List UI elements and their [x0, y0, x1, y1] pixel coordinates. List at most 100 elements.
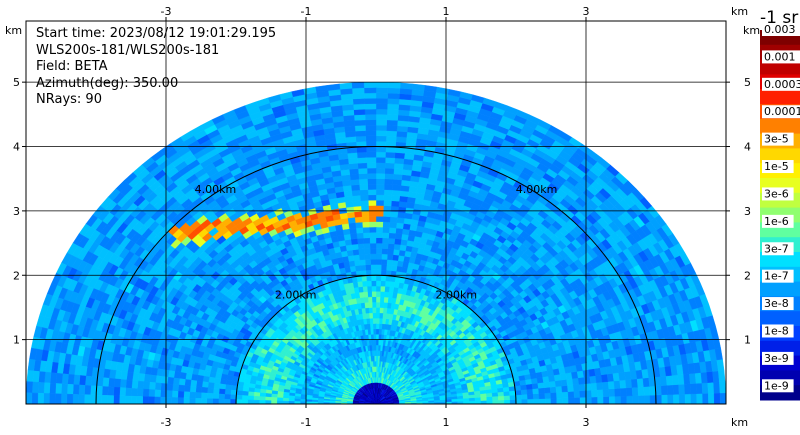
- radar-cell: [365, 275, 372, 282]
- radar-cell: [396, 217, 405, 224]
- radar-cell: [683, 373, 691, 385]
- radar-cell: [391, 189, 401, 197]
- radar-cell: [375, 323, 380, 330]
- radar-cell: [684, 393, 692, 404]
- radar-cell: [350, 179, 360, 186]
- radar-cell: [375, 140, 387, 147]
- radar-cell: [358, 173, 368, 180]
- radar-cell: [372, 323, 377, 330]
- radar-cell: [375, 97, 388, 105]
- radar-cell: [367, 183, 377, 190]
- radar-cell: [387, 87, 401, 94]
- radar-cell: [375, 258, 382, 265]
- radar-cell: [386, 124, 398, 132]
- radar-cell: [713, 381, 721, 394]
- radar-cell: [351, 189, 361, 197]
- radar-cell: [378, 328, 382, 335]
- radar-cell: [375, 216, 384, 222]
- radar-cell: [509, 390, 516, 396]
- radar-cell: [375, 366, 378, 372]
- radar-cell: [375, 301, 381, 308]
- radar-cell: [364, 103, 377, 110]
- radar-cell: [375, 87, 389, 94]
- radar-cell: [375, 291, 381, 298]
- radar-cell: [358, 248, 365, 255]
- radar-cell: [356, 232, 364, 239]
- radar-cell: [498, 399, 505, 404]
- radar-cell: [375, 226, 383, 233]
- radar-cell: [678, 393, 686, 404]
- radar-cell: [362, 226, 370, 234]
- radar-cell: [375, 119, 388, 126]
- radar-cell: [375, 264, 382, 271]
- radar-cell: [590, 382, 598, 391]
- radar-cell: [375, 242, 383, 249]
- radar-cell: [363, 248, 371, 255]
- radar-cell: [567, 384, 575, 392]
- radar-cell: [368, 312, 373, 319]
- radar-cell: [375, 135, 387, 142]
- radar-cell: [561, 385, 569, 393]
- radar-cell: [390, 200, 400, 207]
- radar-cell: [608, 388, 616, 397]
- radar-cell: [387, 243, 395, 250]
- radar-cell: [375, 253, 382, 260]
- radar-cell: [375, 248, 383, 255]
- radar-cell: [655, 394, 662, 404]
- radar-cell: [608, 396, 616, 404]
- radar-cell: [385, 130, 398, 137]
- radar-cell: [562, 397, 569, 404]
- radar-cell: [543, 381, 551, 388]
- radar-cell: [380, 269, 387, 276]
- radar-cell: [399, 82, 413, 90]
- radar-cell: [375, 318, 380, 324]
- radar-cell: [591, 389, 598, 398]
- radar-cell: [386, 108, 399, 116]
- radar-cell: [643, 386, 651, 396]
- radar-cell: [375, 156, 386, 164]
- radar-cell: [350, 238, 358, 245]
- radar-cell: [369, 248, 377, 255]
- radar-cell: [398, 201, 408, 208]
- radar-cell: [375, 221, 384, 228]
- radar-cell: [394, 157, 405, 165]
- radar-cell: [369, 237, 377, 244]
- radar-cell: [352, 103, 366, 110]
- radar-cell: [677, 374, 685, 385]
- radar-cell: [577, 376, 586, 385]
- radar-cell: [560, 379, 568, 387]
- radar-cell: [393, 168, 404, 175]
- radar-cell: [384, 167, 395, 175]
- radar-cell: [713, 392, 721, 404]
- radar-cell: [362, 232, 370, 239]
- radar-cell: [549, 386, 557, 394]
- radar-cell: [383, 189, 393, 196]
- radar-cell: [387, 237, 396, 245]
- radar-cell: [358, 253, 366, 261]
- radar-cell: [585, 389, 592, 398]
- radar-cell: [695, 382, 703, 394]
- radar-cell: [380, 275, 387, 282]
- radar-cell: [554, 379, 562, 387]
- radar-cell: [365, 124, 377, 131]
- radar-cell: [602, 381, 610, 390]
- radar-cell: [383, 291, 390, 298]
- radar-cell: [474, 397, 482, 402]
- radar-cell: [386, 103, 400, 110]
- radar-cell: [368, 221, 377, 228]
- radar-cell: [339, 82, 353, 90]
- radar-cell: [351, 82, 365, 89]
- radar-cell: [375, 339, 379, 346]
- radar-cell: [377, 339, 382, 346]
- radar-cell: [474, 400, 482, 404]
- radar-cell: [359, 183, 369, 191]
- radar-cell: [386, 114, 399, 121]
- radar-cell: [350, 184, 360, 191]
- radar-cell: [701, 382, 709, 394]
- radar-cell: [396, 130, 408, 138]
- radar-cell: [353, 259, 361, 267]
- radar-cell: [384, 178, 394, 185]
- radar-cell: [375, 237, 383, 244]
- radar-cell: [632, 395, 639, 404]
- radar-cell: [614, 395, 622, 404]
